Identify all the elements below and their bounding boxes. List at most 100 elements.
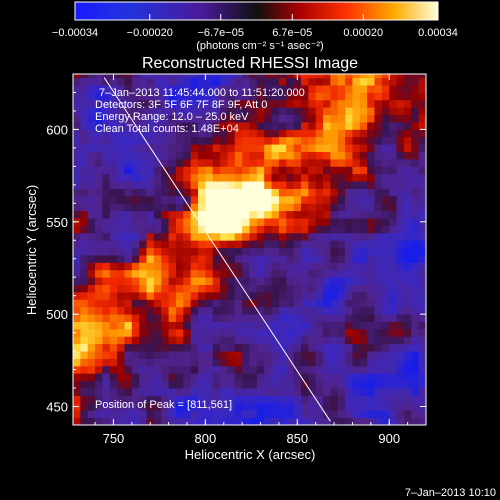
heatmap-cell: [264, 107, 272, 116]
heatmap-cell: [396, 218, 405, 226]
heatmap-cell: [381, 388, 390, 396]
heatmap-cell: [183, 122, 192, 130]
heatmap-cell: [131, 232, 140, 241]
heatmap-cell: [212, 114, 221, 123]
heatmap-cell: [396, 203, 405, 212]
heatmap-cell: [418, 247, 426, 256]
heatmap-cell: [286, 299, 295, 308]
heatmap-cell: [403, 195, 412, 204]
heatmap-cell: [381, 277, 390, 285]
heatmap-cell: [330, 77, 339, 86]
heatmap-cell: [381, 351, 390, 359]
heatmap-cell: [73, 99, 81, 108]
heatmap-cell: [87, 373, 96, 382]
heatmap-cell: [264, 210, 272, 219]
heatmap-cell: [102, 225, 111, 234]
heatmap-cell: [271, 402, 280, 411]
heatmap-cell: [220, 210, 228, 219]
heatmap-cell: [264, 284, 272, 293]
heatmap-cell: [359, 269, 368, 278]
heatmap-cell: [117, 277, 125, 285]
heatmap-cell: [73, 395, 81, 404]
heatmap-cell: [102, 284, 111, 293]
heatmap-cell: [286, 151, 295, 160]
heatmap-cell: [227, 151, 236, 160]
heatmap-cell: [300, 373, 309, 382]
heatmap-cell: [403, 144, 412, 152]
heatmap-cell: [146, 388, 155, 396]
heatmap-cell: [95, 247, 103, 256]
heatmap-cell: [242, 114, 250, 123]
heatmap-cell: [381, 195, 390, 204]
heatmap-cell: [300, 225, 309, 234]
heatmap-cell: [330, 343, 339, 352]
heatmap-cell: [87, 225, 96, 234]
heatmap-cell: [389, 306, 397, 315]
heatmap-cell: [109, 92, 118, 101]
heatmap-cell: [323, 144, 331, 152]
heatmap-cell: [95, 151, 103, 160]
heatmap-cell: [345, 188, 353, 197]
heatmap-cell: [389, 291, 397, 300]
heatmap-cell: [403, 262, 412, 271]
heatmap-cell: [183, 74, 192, 79]
heatmap-cell: [175, 358, 184, 367]
heatmap-cell: [190, 351, 199, 359]
heatmap-cell: [168, 225, 177, 234]
heatmap-cell: [168, 158, 177, 167]
heatmap-cell: [278, 269, 287, 278]
heatmap-cell: [345, 203, 353, 212]
heatmap-cell: [300, 232, 309, 241]
heatmap-cell: [168, 351, 177, 359]
heatmap-cell: [403, 210, 412, 219]
heatmap-cell: [234, 395, 243, 404]
heatmap-cell: [396, 262, 405, 271]
heatmap-cell: [73, 77, 81, 86]
heatmap-cell: [315, 388, 324, 396]
heatmap-cell: [403, 284, 412, 293]
heatmap-cell: [249, 395, 258, 404]
heatmap-cell: [95, 365, 103, 374]
heatmap-cell: [359, 255, 368, 263]
heatmap-cell: [227, 203, 236, 212]
heatmap-cell: [418, 255, 426, 263]
heatmap-cell: [418, 85, 426, 93]
heatmap-cell: [80, 77, 89, 86]
heatmap-cell: [183, 129, 192, 138]
heatmap-cell: [198, 351, 206, 359]
heatmap-cell: [161, 99, 169, 108]
heatmap-cell: [315, 173, 324, 182]
heatmap-cell: [308, 203, 317, 212]
heatmap-cell: [124, 336, 133, 345]
heatmap-cell: [117, 122, 125, 130]
heatmap-cell: [330, 314, 339, 322]
heatmap-cell: [411, 210, 420, 219]
heatmap-cell: [323, 247, 331, 256]
heatmap-cell: [286, 306, 295, 315]
heatmap-cell: [205, 107, 214, 116]
heatmap-cell: [146, 77, 155, 86]
heatmap-cell: [168, 358, 177, 367]
heatmap-cell: [359, 358, 368, 367]
heatmap-cell: [286, 395, 295, 404]
heatmap-cell: [374, 114, 383, 123]
heatmap-cell: [256, 188, 265, 197]
heatmap-cell: [374, 158, 383, 167]
heatmap-cell: [411, 373, 420, 382]
heatmap-cell: [381, 306, 390, 315]
heatmap-cell: [242, 395, 250, 404]
heatmap-cell: [131, 247, 140, 256]
heatmap-cell: [234, 107, 243, 116]
heatmap-cell: [396, 284, 405, 293]
heatmap-cell: [205, 291, 214, 300]
heatmap-cell: [374, 343, 383, 352]
heatmap-cell: [87, 321, 96, 330]
heatmap-cell: [264, 92, 272, 101]
heatmap-cell: [367, 107, 375, 116]
heatmap-cell: [109, 99, 118, 108]
heatmap-cell: [374, 417, 383, 425]
heatmap-cell: [271, 321, 280, 330]
heatmap-cell: [73, 114, 81, 123]
heatmap-cell: [190, 225, 199, 234]
heatmap-cell: [139, 410, 147, 419]
